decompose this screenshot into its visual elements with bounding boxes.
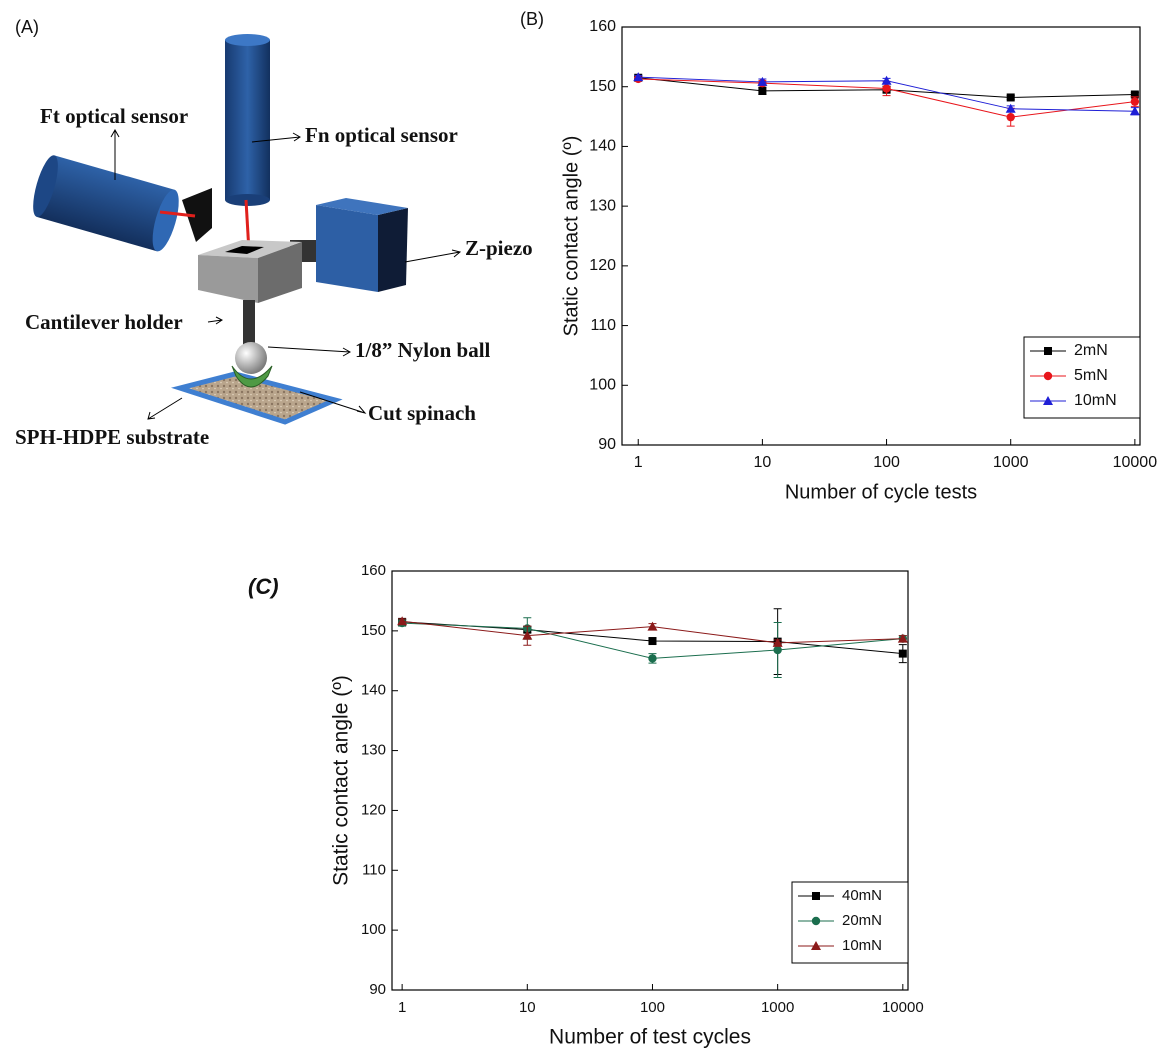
y-tick-label: 100	[361, 921, 386, 938]
legend-label: 10mN	[842, 937, 882, 954]
x-tick-label: 1000	[761, 999, 794, 1016]
substrate-shape	[170, 371, 343, 425]
diagram-label: Z-piezo	[465, 236, 533, 260]
y-tick-label: 110	[590, 317, 616, 334]
diagram-label: 1/8” Nylon ball	[355, 338, 491, 362]
holder-window	[225, 246, 264, 254]
marker	[1130, 90, 1139, 99]
z-piezo-side	[378, 208, 408, 292]
y-tick-label: 120	[361, 801, 386, 818]
diagram-label: Cantilever holder	[25, 310, 183, 334]
legend-marker	[811, 916, 821, 926]
marker	[648, 654, 657, 663]
x-tick-label: 1000	[993, 454, 1029, 471]
x-tick-label: 100	[873, 454, 900, 471]
x-tick-label: 1	[634, 454, 643, 471]
diagram-label: Cut spinach	[368, 401, 476, 425]
marker	[772, 637, 783, 647]
marker	[1130, 97, 1140, 106]
y-tick-label: 90	[598, 436, 616, 453]
x-tick-label: 10000	[1113, 454, 1158, 471]
legend-label: 10mN	[1074, 392, 1117, 409]
y-axis-title: Static contact angle (º)	[330, 675, 353, 886]
marker	[882, 84, 891, 93]
plot-frame	[391, 570, 909, 991]
marker	[758, 86, 767, 95]
holder-front	[198, 255, 258, 303]
x-tick-label: 10	[753, 454, 771, 471]
y-tick-label: 130	[361, 742, 386, 759]
y-tick-label: 90	[369, 981, 386, 998]
diagram-label: Ft optical sensor	[40, 104, 188, 128]
y-tick-label: 120	[589, 257, 616, 274]
legend-marker	[1043, 371, 1053, 381]
diagram-label: Fn optical sensor	[305, 123, 458, 147]
ft-sensor-shape	[33, 155, 179, 252]
legend-marker	[811, 941, 821, 950]
y-tick-label: 140	[589, 138, 616, 155]
arrows	[110, 128, 462, 420]
y-tick-label: 130	[589, 197, 616, 214]
x-tick-label: 10	[519, 999, 536, 1016]
marker	[633, 72, 644, 82]
fn-sensor-top	[225, 34, 270, 46]
marker	[1006, 112, 1015, 122]
marker	[881, 75, 892, 85]
nylon-ball-shape	[235, 342, 267, 374]
y-tick-label: 140	[361, 682, 386, 699]
y-tick-label: 100	[589, 377, 616, 394]
y-tick-label: 150	[361, 622, 386, 639]
y-tick-label: 160	[589, 18, 616, 35]
legend-marker	[1044, 347, 1052, 355]
marker	[1006, 93, 1015, 102]
marker	[757, 76, 768, 86]
marker	[773, 645, 782, 655]
spinach-shape	[231, 365, 273, 388]
legend-label: 40mN	[842, 887, 882, 904]
panel-label: (A)	[15, 17, 39, 37]
x-tick-label: 100	[640, 999, 665, 1016]
y-axis-title: Static contact angle (º)	[560, 136, 582, 337]
marker	[897, 633, 908, 643]
detector-plate	[182, 188, 212, 242]
marker	[648, 637, 657, 646]
marker	[1005, 103, 1016, 113]
y-tick-label: 150	[589, 78, 616, 95]
fn-sensor-shape	[225, 40, 270, 200]
legend-marker	[812, 892, 820, 900]
y-tick-label: 110	[362, 861, 386, 878]
marker	[1129, 106, 1140, 116]
legend-label: 5mN	[1074, 367, 1108, 384]
panel-label: (B)	[520, 9, 544, 29]
y-tick-label: 160	[361, 562, 386, 579]
cantilever	[243, 300, 255, 345]
marker	[647, 621, 658, 631]
x-axis-title: Number of cycle tests	[785, 481, 977, 503]
x-tick-label: 1	[398, 999, 406, 1016]
marker	[522, 630, 533, 640]
marker	[898, 649, 907, 658]
legend-label: 2mN	[1074, 342, 1108, 359]
laser	[159, 210, 196, 218]
z-piezo-top	[316, 198, 408, 215]
legend-marker	[1043, 396, 1053, 405]
diagram-label: SPH-HDPE substrate	[15, 425, 209, 449]
legend-label: 20mN	[842, 912, 882, 929]
x-axis-title: Number of test cycles	[549, 1026, 751, 1048]
marker	[397, 616, 408, 626]
diagram: (A) Ft optical sensor Fn optical sensor …	[15, 17, 533, 449]
holder-side	[258, 242, 302, 303]
x-tick-label: 10000	[882, 999, 924, 1016]
panel-label: (C)	[248, 574, 279, 599]
plot-frame	[621, 26, 1141, 446]
z-piezo-shape	[316, 205, 378, 292]
